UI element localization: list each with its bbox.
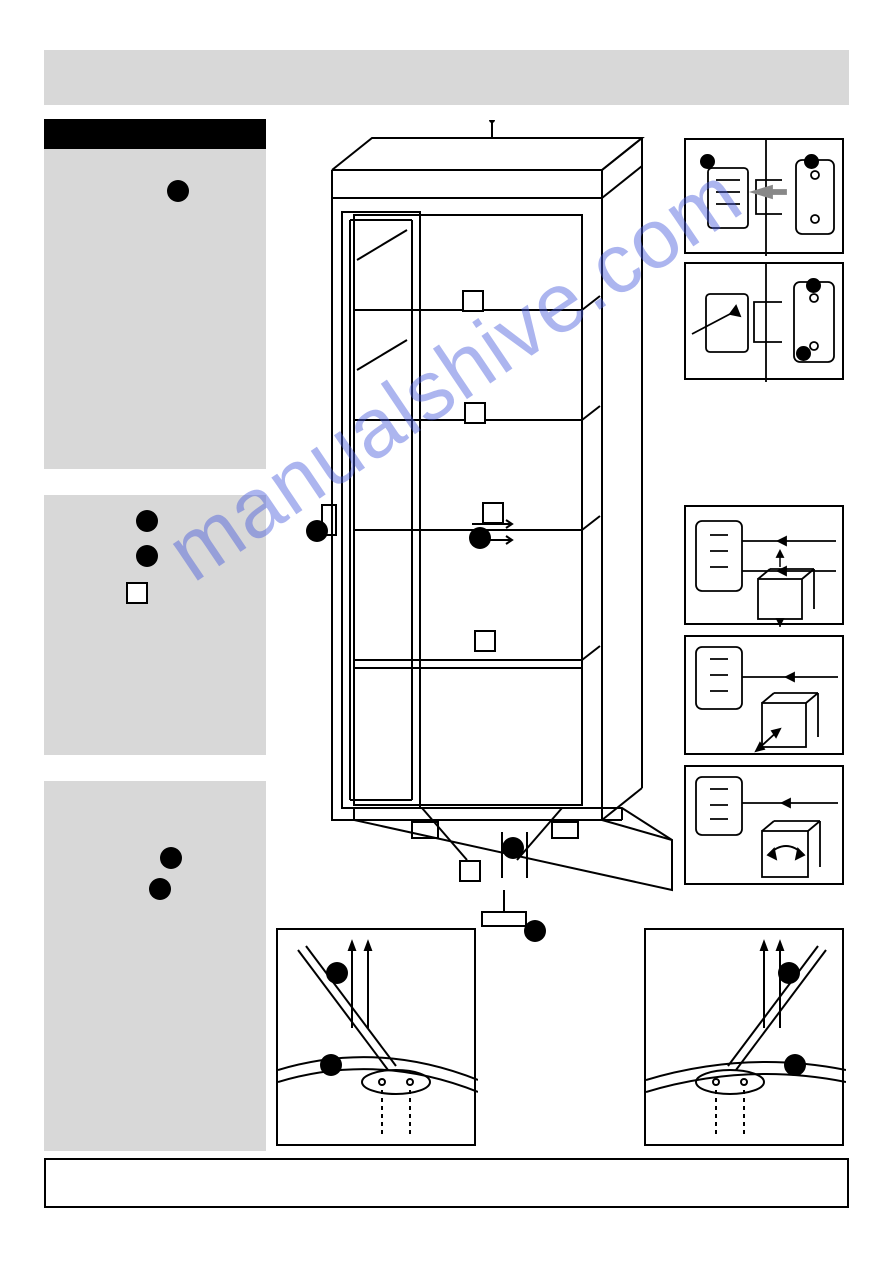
marker-dot	[167, 180, 189, 202]
detail-stay-left	[276, 928, 476, 1146]
marker-dot	[784, 1054, 806, 1076]
detail-hinge-clip	[684, 138, 844, 254]
marker-square	[459, 860, 481, 882]
header-strip	[44, 50, 849, 105]
bottom-note-box	[44, 1158, 849, 1208]
marker-dot	[469, 527, 491, 549]
marker-dot	[136, 510, 158, 532]
marker-dot	[796, 346, 811, 361]
marker-square	[462, 290, 484, 312]
marker-dot	[524, 920, 546, 942]
marker-dot	[306, 520, 328, 542]
sidebar-panel-b	[44, 495, 266, 755]
sidebar-panel-c	[44, 781, 266, 1151]
marker-dot	[502, 837, 524, 859]
marker-dot	[804, 154, 819, 169]
marker-dot	[700, 154, 715, 169]
marker-dot	[778, 962, 800, 984]
marker-square	[482, 502, 504, 524]
cabinet-illustration	[302, 120, 702, 950]
marker-dot	[149, 878, 171, 900]
marker-dot	[136, 545, 158, 567]
marker-square	[126, 582, 148, 604]
marker-dot	[320, 1054, 342, 1076]
step-number-bar	[44, 119, 266, 149]
detail-adjust-side	[684, 765, 844, 885]
marker-dot	[326, 962, 348, 984]
page-frame	[44, 50, 849, 1210]
sidebar-panel-a	[44, 149, 266, 469]
marker-dot	[160, 847, 182, 869]
marker-dot	[806, 278, 821, 293]
detail-hinge-screw	[684, 262, 844, 380]
detail-adjust-depth	[684, 635, 844, 755]
marker-square	[474, 630, 496, 652]
detail-stay-right	[644, 928, 844, 1146]
marker-square	[464, 402, 486, 424]
detail-adjust-vertical	[684, 505, 844, 625]
